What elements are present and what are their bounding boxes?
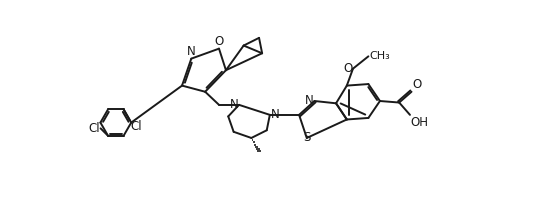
Text: N: N [271, 108, 279, 121]
Text: O: O [214, 35, 224, 48]
Text: OH: OH [411, 116, 429, 129]
Text: O: O [343, 62, 352, 75]
Text: N: N [230, 98, 238, 111]
Text: Cl: Cl [88, 122, 100, 135]
Text: N: N [305, 94, 313, 107]
Text: Cl: Cl [130, 120, 142, 133]
Text: CH₃: CH₃ [369, 51, 390, 61]
Text: N: N [187, 45, 195, 58]
Text: O: O [412, 78, 421, 91]
Text: S: S [303, 131, 310, 144]
